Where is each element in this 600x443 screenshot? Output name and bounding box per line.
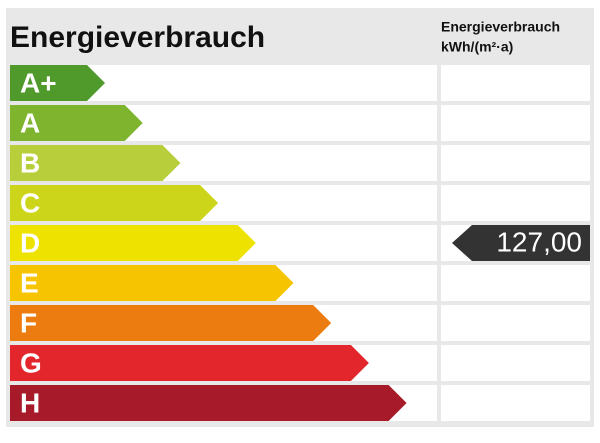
row-right xyxy=(441,305,590,341)
row-right xyxy=(441,265,590,301)
row-right xyxy=(441,185,590,221)
class-label: B xyxy=(20,147,40,178)
class-label: F xyxy=(20,307,37,338)
indicator xyxy=(452,225,590,261)
class-label: C xyxy=(20,187,40,218)
row-right xyxy=(441,105,590,141)
row-right xyxy=(441,345,590,381)
class-label: G xyxy=(20,347,42,378)
class-arrow xyxy=(10,345,369,381)
row-right xyxy=(441,65,590,101)
column-title: Energieverbrauch xyxy=(441,19,560,35)
row-right xyxy=(441,385,590,421)
class-arrow xyxy=(10,305,332,341)
class-arrow xyxy=(10,225,256,261)
class-arrow xyxy=(10,145,181,181)
class-arrow xyxy=(10,185,219,221)
indicator-value: 127,00 xyxy=(496,226,582,257)
class-label: H xyxy=(20,387,40,418)
title: Energieverbrauch xyxy=(10,21,265,54)
column-unit: kWh/(m²·a) xyxy=(441,39,513,55)
class-label: A+ xyxy=(20,67,57,98)
class-arrow xyxy=(10,65,105,101)
class-label: E xyxy=(20,267,39,298)
class-label: A xyxy=(20,107,40,138)
class-arrow xyxy=(10,105,143,141)
class-arrow xyxy=(10,265,294,301)
row-right xyxy=(441,145,590,181)
class-label: D xyxy=(20,227,40,258)
class-arrow xyxy=(10,385,407,421)
